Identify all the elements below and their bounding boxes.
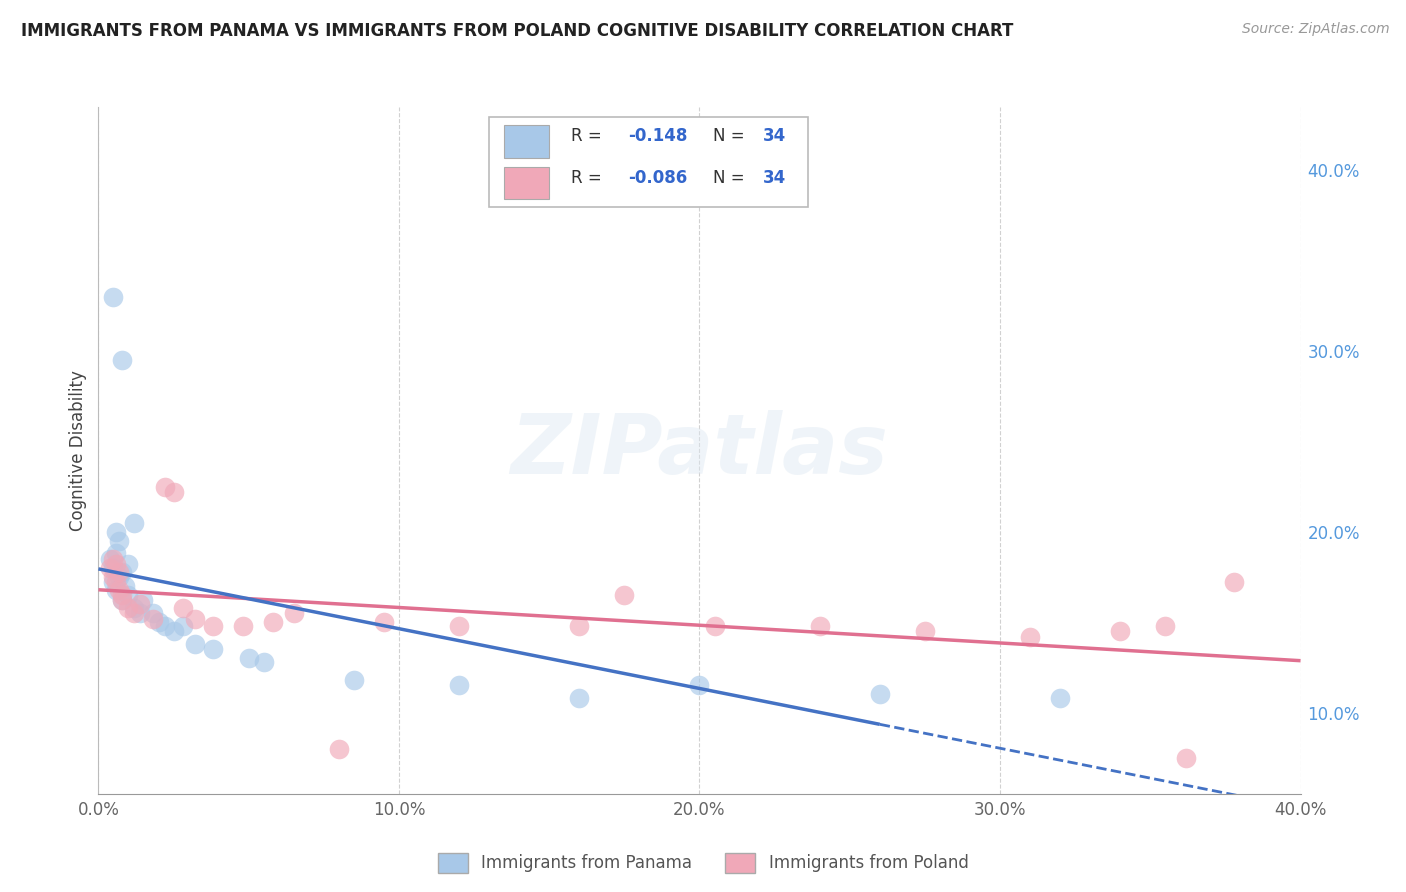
Point [105,582,128,597]
Point [447,619,470,633]
Point [100,552,122,566]
Point [201,619,224,633]
Point [162,485,184,500]
Point [103,561,125,575]
Point [117,588,139,602]
Point [201,642,224,657]
Point [283,606,305,620]
Point [108,570,131,584]
FancyBboxPatch shape [503,125,550,158]
Point [238,651,260,665]
Point [1049,691,1071,706]
Y-axis label: Cognitive Disability: Cognitive Disability [69,370,87,531]
Point [568,691,591,706]
FancyBboxPatch shape [503,167,550,200]
Text: -0.148: -0.148 [628,127,688,145]
Point [869,688,891,702]
Point [183,611,205,625]
Point [703,619,725,633]
Text: Source: ZipAtlas.com: Source: ZipAtlas.com [1241,22,1389,37]
Point [153,480,176,494]
Point [447,678,470,692]
Point [124,606,146,620]
Point [108,533,131,548]
Point [105,546,128,561]
Point [103,552,125,566]
Point [114,579,136,593]
Point [124,516,146,530]
Point [162,624,184,639]
Text: N =: N = [713,169,749,187]
Point [689,678,711,692]
Point [183,637,205,651]
FancyBboxPatch shape [489,118,807,207]
Point [105,558,128,572]
Point [103,575,125,590]
Point [343,673,366,687]
Point [111,593,134,607]
Point [108,582,131,597]
Point [105,524,128,539]
Legend: Immigrants from Panama, Immigrants from Poland: Immigrants from Panama, Immigrants from … [430,847,976,880]
Text: N =: N = [713,127,749,145]
Point [373,615,395,630]
Point [141,611,163,625]
Text: 34: 34 [763,169,786,187]
Point [105,575,128,590]
Point [568,619,591,633]
Point [328,741,350,756]
Point [232,619,254,633]
Point [613,588,636,602]
Point [1154,619,1177,633]
Text: R =: R = [571,169,607,187]
Point [111,588,134,602]
Text: IMMIGRANTS FROM PANAMA VS IMMIGRANTS FROM POLAND COGNITIVE DISABILITY CORRELATIO: IMMIGRANTS FROM PANAMA VS IMMIGRANTS FRO… [21,22,1014,40]
Point [111,353,134,368]
Text: R =: R = [571,127,607,145]
Point [153,619,176,633]
Point [1019,630,1042,644]
Point [253,655,276,669]
Point [129,597,152,611]
Point [108,565,131,579]
Point [124,600,146,615]
Text: -0.086: -0.086 [628,169,688,187]
Point [172,619,194,633]
Point [1223,575,1246,590]
Point [141,606,163,620]
Point [103,570,125,584]
Point [111,565,134,579]
Point [132,593,155,607]
Point [117,600,139,615]
Point [148,615,170,630]
Point [262,615,284,630]
Point [129,606,152,620]
Point [808,619,831,633]
Text: 34: 34 [763,127,786,145]
Point [100,561,122,575]
Point [111,593,134,607]
Point [1109,624,1132,639]
Point [914,624,936,639]
Point [172,600,194,615]
Point [1175,750,1198,764]
Point [117,558,139,572]
Text: ZIPatlas: ZIPatlas [510,410,889,491]
Point [103,290,125,304]
